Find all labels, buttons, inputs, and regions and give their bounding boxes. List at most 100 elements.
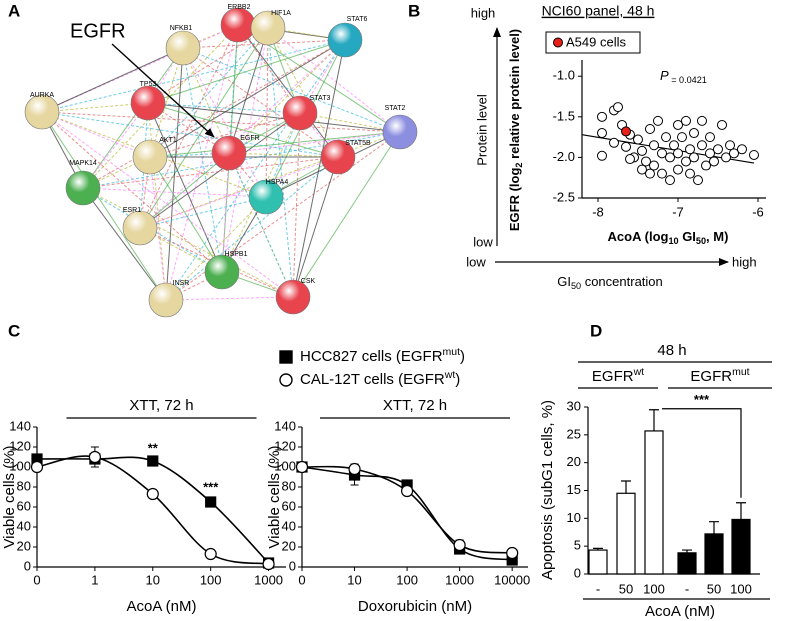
legend-label: HCC827 cells (EGFRmut) xyxy=(300,346,465,365)
scatter-point xyxy=(661,132,671,143)
network-edge xyxy=(82,156,339,189)
x-tick-label: 100 xyxy=(643,581,665,596)
outer-x-label-part: concentration xyxy=(581,274,663,289)
legend-label-part: CAL-12T cells (EGFR xyxy=(300,371,445,388)
network-edge xyxy=(149,131,401,158)
network-node xyxy=(165,30,201,66)
y-axis-label: Apoptosis (subG1 cells, %) xyxy=(539,400,556,580)
x-tick-label: 10 xyxy=(146,572,160,587)
scatter-point xyxy=(641,156,651,167)
y-tick-label: 40 xyxy=(282,518,296,533)
scatter-point xyxy=(689,152,699,163)
y-tick-label: 30 xyxy=(567,398,581,413)
x-tick-label: 50 xyxy=(707,581,721,596)
node-label: HIF1A xyxy=(271,10,291,17)
group-label-part: EGFR xyxy=(690,368,732,385)
y-tick-label: -1.5 xyxy=(553,108,575,123)
network-edge xyxy=(41,111,151,158)
chart-title: NCI60 panel, 48 h xyxy=(542,3,655,19)
network-edge xyxy=(82,187,167,301)
scatter-point xyxy=(685,144,695,155)
network-edge xyxy=(165,196,267,301)
bar xyxy=(677,552,697,575)
network-edge xyxy=(182,47,339,158)
network-edge xyxy=(165,296,294,301)
scatter-point xyxy=(677,132,687,143)
x-tick-label: 100 xyxy=(730,581,752,596)
scatter-point xyxy=(705,148,715,159)
network-edge xyxy=(147,102,339,158)
network-edge xyxy=(41,111,223,273)
scatter-point xyxy=(697,140,707,151)
outer-y-label: Protein level xyxy=(474,94,489,166)
scatter-point xyxy=(729,148,739,159)
scatter-point xyxy=(597,128,607,139)
scatter-point xyxy=(725,140,735,151)
group-label: EGFRmut xyxy=(690,366,749,385)
group-label-part: mut xyxy=(732,366,750,378)
network-edge xyxy=(265,27,269,198)
callout-arrow xyxy=(111,43,215,138)
scatter-point xyxy=(717,119,727,130)
y-axis-label-part: relative protein level) xyxy=(507,29,522,163)
network-node xyxy=(382,114,418,150)
y-tick-label: 20 xyxy=(567,454,581,469)
network-node xyxy=(148,282,184,318)
node-label: ERBB2 xyxy=(228,4,251,11)
bar xyxy=(704,533,724,575)
network-edge xyxy=(228,152,294,298)
scatter-point xyxy=(621,141,631,152)
x-axis-label-part: GI xyxy=(679,229,696,244)
data-point xyxy=(88,450,101,464)
significance-bracket xyxy=(662,408,742,498)
data-point xyxy=(348,462,361,476)
network-edge xyxy=(292,112,301,298)
scatter-point xyxy=(657,148,667,159)
network-node xyxy=(220,7,256,43)
network-edge xyxy=(82,47,184,189)
y-axis-label-part: 2 xyxy=(514,163,524,168)
panel-header: XTT, 72 h xyxy=(129,397,193,414)
x-tick-label: 10000 xyxy=(494,572,530,587)
y-tick-label: 25 xyxy=(567,426,581,441)
y-tick-label: 80 xyxy=(282,478,296,493)
scatter-point xyxy=(653,115,663,126)
network-node xyxy=(24,94,60,130)
x-tick-label: -6 xyxy=(752,204,764,219)
network-edge xyxy=(139,131,401,229)
x-tick-label: 1000 xyxy=(254,572,283,587)
network-edge xyxy=(139,196,267,229)
error-bar xyxy=(709,521,719,534)
network-edge xyxy=(267,27,294,298)
node-label: STAT6 xyxy=(347,16,368,23)
scatter-point xyxy=(597,111,607,122)
legend-label-part: wt xyxy=(444,369,456,381)
x-tick-label: 10 xyxy=(347,572,361,587)
node-label: NFKB1 xyxy=(170,25,193,32)
y-tick-label: 40 xyxy=(17,518,31,533)
scatter-point xyxy=(645,124,655,134)
y-axis-label: Viable cells (%) xyxy=(1,445,18,548)
network-edge xyxy=(182,47,223,273)
network-edge xyxy=(149,156,223,273)
y-tick-label: -1.0 xyxy=(553,68,575,83)
scatter-point xyxy=(633,134,643,145)
scatter-point xyxy=(701,160,711,171)
scatter-point xyxy=(665,152,675,163)
scatter-point xyxy=(657,168,667,179)
node-label: STAT3 xyxy=(310,95,331,102)
x-tick-label: 100 xyxy=(396,572,418,587)
network-edge xyxy=(267,27,339,158)
scatter-point xyxy=(637,164,647,175)
network-edge xyxy=(147,39,346,104)
legend-label: A549 cells xyxy=(566,34,626,49)
node-label: CSK xyxy=(301,278,316,285)
scatter-point xyxy=(609,137,619,148)
significance: *** xyxy=(694,392,710,407)
scatter-point xyxy=(673,119,683,130)
network-node xyxy=(327,22,363,58)
network-edge xyxy=(228,39,346,154)
y-tick-label: 0 xyxy=(574,565,581,580)
scatter-point xyxy=(709,156,719,167)
